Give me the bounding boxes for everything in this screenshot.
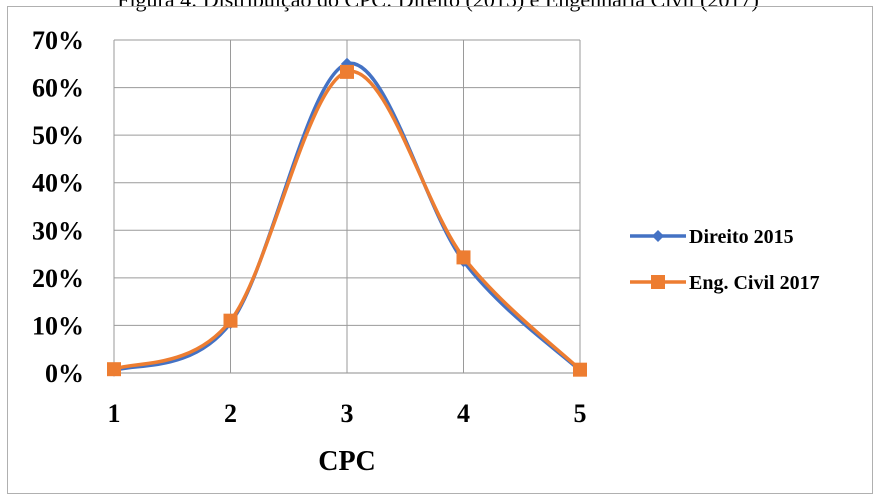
legend-square-marker	[651, 275, 665, 289]
y-tick-label: 40%	[32, 169, 84, 198]
legend: Direito 2015 Eng. Civil 2017	[630, 226, 820, 294]
y-tick-labels: 0% 10% 20% 30% 40% 50% 60% 70%	[32, 26, 84, 388]
x-tick-label: 5	[574, 399, 587, 428]
x-tick-label: 4	[457, 399, 470, 428]
legend-label: Direito 2015	[689, 226, 794, 248]
x-axis-title: CPC	[318, 446, 376, 477]
legend-item: Direito 2015	[630, 226, 794, 248]
series-2	[107, 64, 587, 377]
y-tick-label: 50%	[32, 121, 84, 150]
square-marker	[456, 250, 471, 265]
legend-label: Eng. Civil 2017	[689, 272, 820, 294]
legend-diamond-marker	[652, 230, 664, 242]
square-marker	[573, 362, 587, 377]
grid-lines	[113, 39, 581, 374]
y-tick-label: 20%	[32, 264, 84, 293]
y-tick-label: 60%	[32, 74, 84, 103]
series-layer	[107, 57, 587, 377]
square-marker	[107, 362, 121, 377]
y-tick-label: 0%	[45, 359, 84, 388]
chart-frame	[7, 6, 873, 494]
square-marker	[223, 313, 238, 328]
y-tick-label: 30%	[32, 216, 84, 245]
x-tick-label: 2	[224, 399, 237, 428]
x-tick-label: 1	[108, 399, 121, 428]
x-tick-label: 3	[341, 399, 354, 428]
legend-item: Eng. Civil 2017	[630, 272, 820, 294]
square-marker	[340, 64, 354, 79]
y-tick-label: 70%	[32, 26, 84, 55]
x-tick-labels: 1 2 3 4 5	[108, 399, 587, 428]
y-tick-label: 10%	[32, 311, 84, 340]
